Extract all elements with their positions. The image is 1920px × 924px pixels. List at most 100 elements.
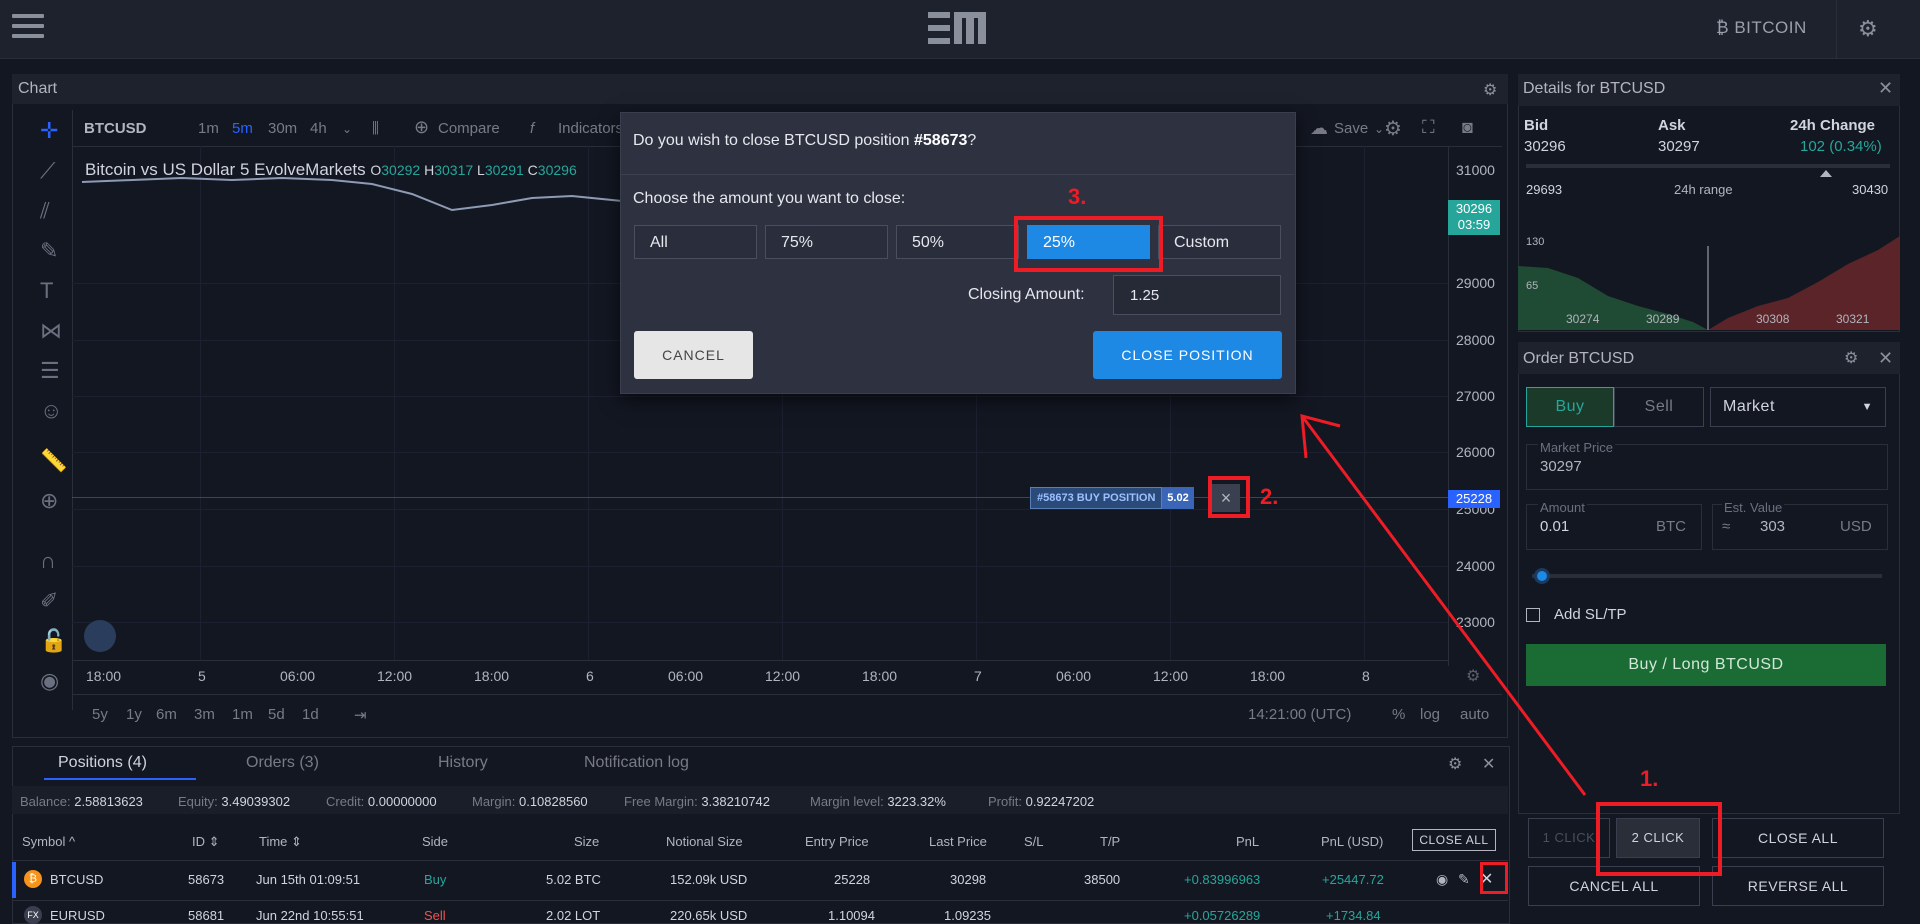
range-5y[interactable]: 5y	[92, 706, 108, 723]
col-size[interactable]: Size	[574, 834, 600, 849]
x-tick: 06:00	[1056, 668, 1092, 684]
goto-date-icon[interactable]: ⇥	[354, 707, 367, 724]
range-3m[interactable]: 3m	[194, 706, 215, 723]
add-circle-icon[interactable]: ⊕	[414, 117, 430, 137]
interval-1m[interactable]: 1m	[198, 120, 219, 137]
candles-icon[interactable]: ⫼	[372, 120, 379, 137]
col-pnl-usd[interactable]: PnL (USD)	[1321, 834, 1384, 849]
log-scale-button[interactable]: log	[1420, 706, 1441, 723]
magnet-icon[interactable]: ∩	[40, 548, 56, 573]
col-side[interactable]: Side	[422, 834, 449, 849]
tab-notification-log[interactable]: Notification log	[584, 754, 689, 771]
save-button[interactable]: Save	[1334, 120, 1369, 137]
close-icon[interactable]: ✕	[1878, 348, 1894, 368]
hamburger-icon[interactable]	[12, 14, 44, 42]
close-icon[interactable]: ✕	[1482, 756, 1496, 773]
col-tp[interactable]: T/P	[1100, 834, 1121, 849]
ruler-icon[interactable]: 📏	[40, 448, 68, 473]
closing-amount-input[interactable]: 1.25	[1113, 275, 1281, 315]
smiley-icon[interactable]: ☺	[40, 398, 63, 423]
option-custom-button[interactable]: Custom	[1158, 225, 1281, 259]
eye-icon[interactable]: ◉	[1436, 871, 1449, 887]
percent-scale-button[interactable]: %	[1392, 706, 1406, 723]
option-75-button[interactable]: 75%	[765, 225, 888, 259]
tab-positions[interactable]: Positions (4)	[58, 754, 147, 771]
option-all-button[interactable]: All	[634, 225, 757, 259]
tab-history[interactable]: History	[438, 754, 488, 771]
interval-30m[interactable]: 30m	[268, 120, 298, 137]
amount-slider[interactable]	[1532, 574, 1882, 578]
chart-time[interactable]: 14:21:00 (UTC)	[1248, 706, 1352, 723]
close-icon[interactable]: ✕	[1878, 78, 1894, 98]
lock-drawing-icon[interactable]: ✐	[40, 588, 59, 613]
close-position-button[interactable]: CLOSE POSITION	[1093, 331, 1282, 379]
tab-orders[interactable]: Orders (3)	[246, 754, 319, 771]
amount-input[interactable]: 0.01	[1540, 518, 1570, 535]
col-id[interactable]: ID ⇕	[192, 834, 220, 850]
sell-tab[interactable]: Sell	[1614, 387, 1704, 427]
col-symbol[interactable]: Symbol ^	[22, 834, 75, 849]
sltp-checkbox[interactable]	[1526, 608, 1540, 622]
gear-icon[interactable]: ⚙	[1384, 118, 1402, 140]
account-currency[interactable]: ₿ BITCOIN	[1716, 18, 1807, 38]
chevron-down-icon[interactable]: ⌄	[342, 122, 353, 136]
two-click-toggle[interactable]: 2 CLICK	[1616, 818, 1700, 858]
fib-icon[interactable]: ⫽	[40, 198, 50, 223]
tradingview-logo-icon[interactable]	[84, 620, 116, 652]
interval-5m[interactable]: 5m	[232, 120, 253, 137]
reverse-all-button[interactable]: REVERSE ALL	[1712, 866, 1884, 906]
option-50-button[interactable]: 50%	[896, 225, 1019, 259]
camera-icon[interactable]: ◙	[1462, 117, 1473, 137]
col-notional[interactable]: Notional Size	[666, 834, 743, 849]
option-25-button[interactable]: 25%	[1027, 225, 1150, 259]
function-icon[interactable]: f	[530, 120, 535, 137]
table-row[interactable]	[12, 860, 1508, 899]
fullscreen-icon[interactable]: ⛶	[1422, 117, 1435, 137]
eye-icon[interactable]: ◉	[40, 668, 60, 693]
cloud-icon[interactable]: ☁	[1310, 118, 1328, 138]
range-1d[interactable]: 1d	[302, 706, 319, 723]
auto-scale-button[interactable]: auto	[1460, 706, 1490, 723]
col-last[interactable]: Last Price	[929, 834, 987, 849]
order-type-select[interactable]: Market ▼	[1710, 387, 1886, 427]
buy-long-button[interactable]: Buy / Long BTCUSD	[1526, 644, 1886, 686]
position-tag[interactable]: #58673 BUY POSITION	[1030, 487, 1163, 509]
chart-symbol[interactable]: BTCUSD	[84, 120, 147, 137]
gear-icon[interactable]: ⚙	[1844, 350, 1859, 367]
chevron-down-icon[interactable]: ⌄	[1374, 122, 1385, 136]
cancel-all-button[interactable]: CANCEL ALL	[1528, 866, 1700, 906]
pattern-icon[interactable]: ⋈	[40, 318, 62, 343]
axis-settings-gear-icon[interactable]: ⚙	[1466, 668, 1481, 685]
brush-icon[interactable]: ✎	[40, 238, 59, 263]
indicators-button[interactable]: Indicators	[558, 120, 624, 137]
cancel-button[interactable]: CANCEL	[634, 331, 753, 379]
text-icon[interactable]: T	[40, 278, 54, 303]
col-time[interactable]: Time ⇕	[259, 834, 302, 850]
price-axis[interactable]	[1448, 146, 1507, 666]
range-5d[interactable]: 5d	[268, 706, 285, 723]
buy-tab[interactable]: Buy	[1526, 387, 1614, 427]
close-position-icon[interactable]: ×	[1212, 484, 1240, 512]
close-all-button[interactable]: CLOSE ALL	[1712, 818, 1884, 858]
range-1y[interactable]: 1y	[126, 706, 142, 723]
compare-button[interactable]: Compare	[438, 120, 500, 137]
table-close-all-button[interactable]: CLOSE ALL	[1412, 829, 1496, 851]
gear-icon[interactable]: ⚙	[1858, 16, 1878, 41]
prediction-icon[interactable]: ☰	[40, 358, 60, 383]
trendline-icon[interactable]: ⟋	[40, 158, 56, 183]
one-click-toggle[interactable]: 1 CLICK	[1528, 818, 1610, 858]
chart-settings-gear-icon[interactable]: ⚙	[1483, 82, 1498, 99]
col-pnl[interactable]: PnL	[1236, 834, 1260, 849]
col-entry[interactable]: Entry Price	[805, 834, 869, 849]
col-sl[interactable]: S/L	[1024, 834, 1044, 849]
zoom-in-icon[interactable]: ⊕	[40, 488, 59, 513]
edit-icon[interactable]: ✎	[1458, 871, 1470, 887]
slider-handle[interactable]	[1534, 568, 1550, 584]
crosshair-icon[interactable]: ✛	[40, 118, 59, 143]
lock-icon[interactable]: 🔓	[40, 628, 68, 653]
gear-icon[interactable]: ⚙	[1448, 756, 1463, 773]
range-1m[interactable]: 1m	[232, 706, 253, 723]
close-position-icon[interactable]: ✕	[1480, 871, 1494, 888]
range-6m[interactable]: 6m	[156, 706, 177, 723]
interval-4h[interactable]: 4h	[310, 120, 327, 137]
